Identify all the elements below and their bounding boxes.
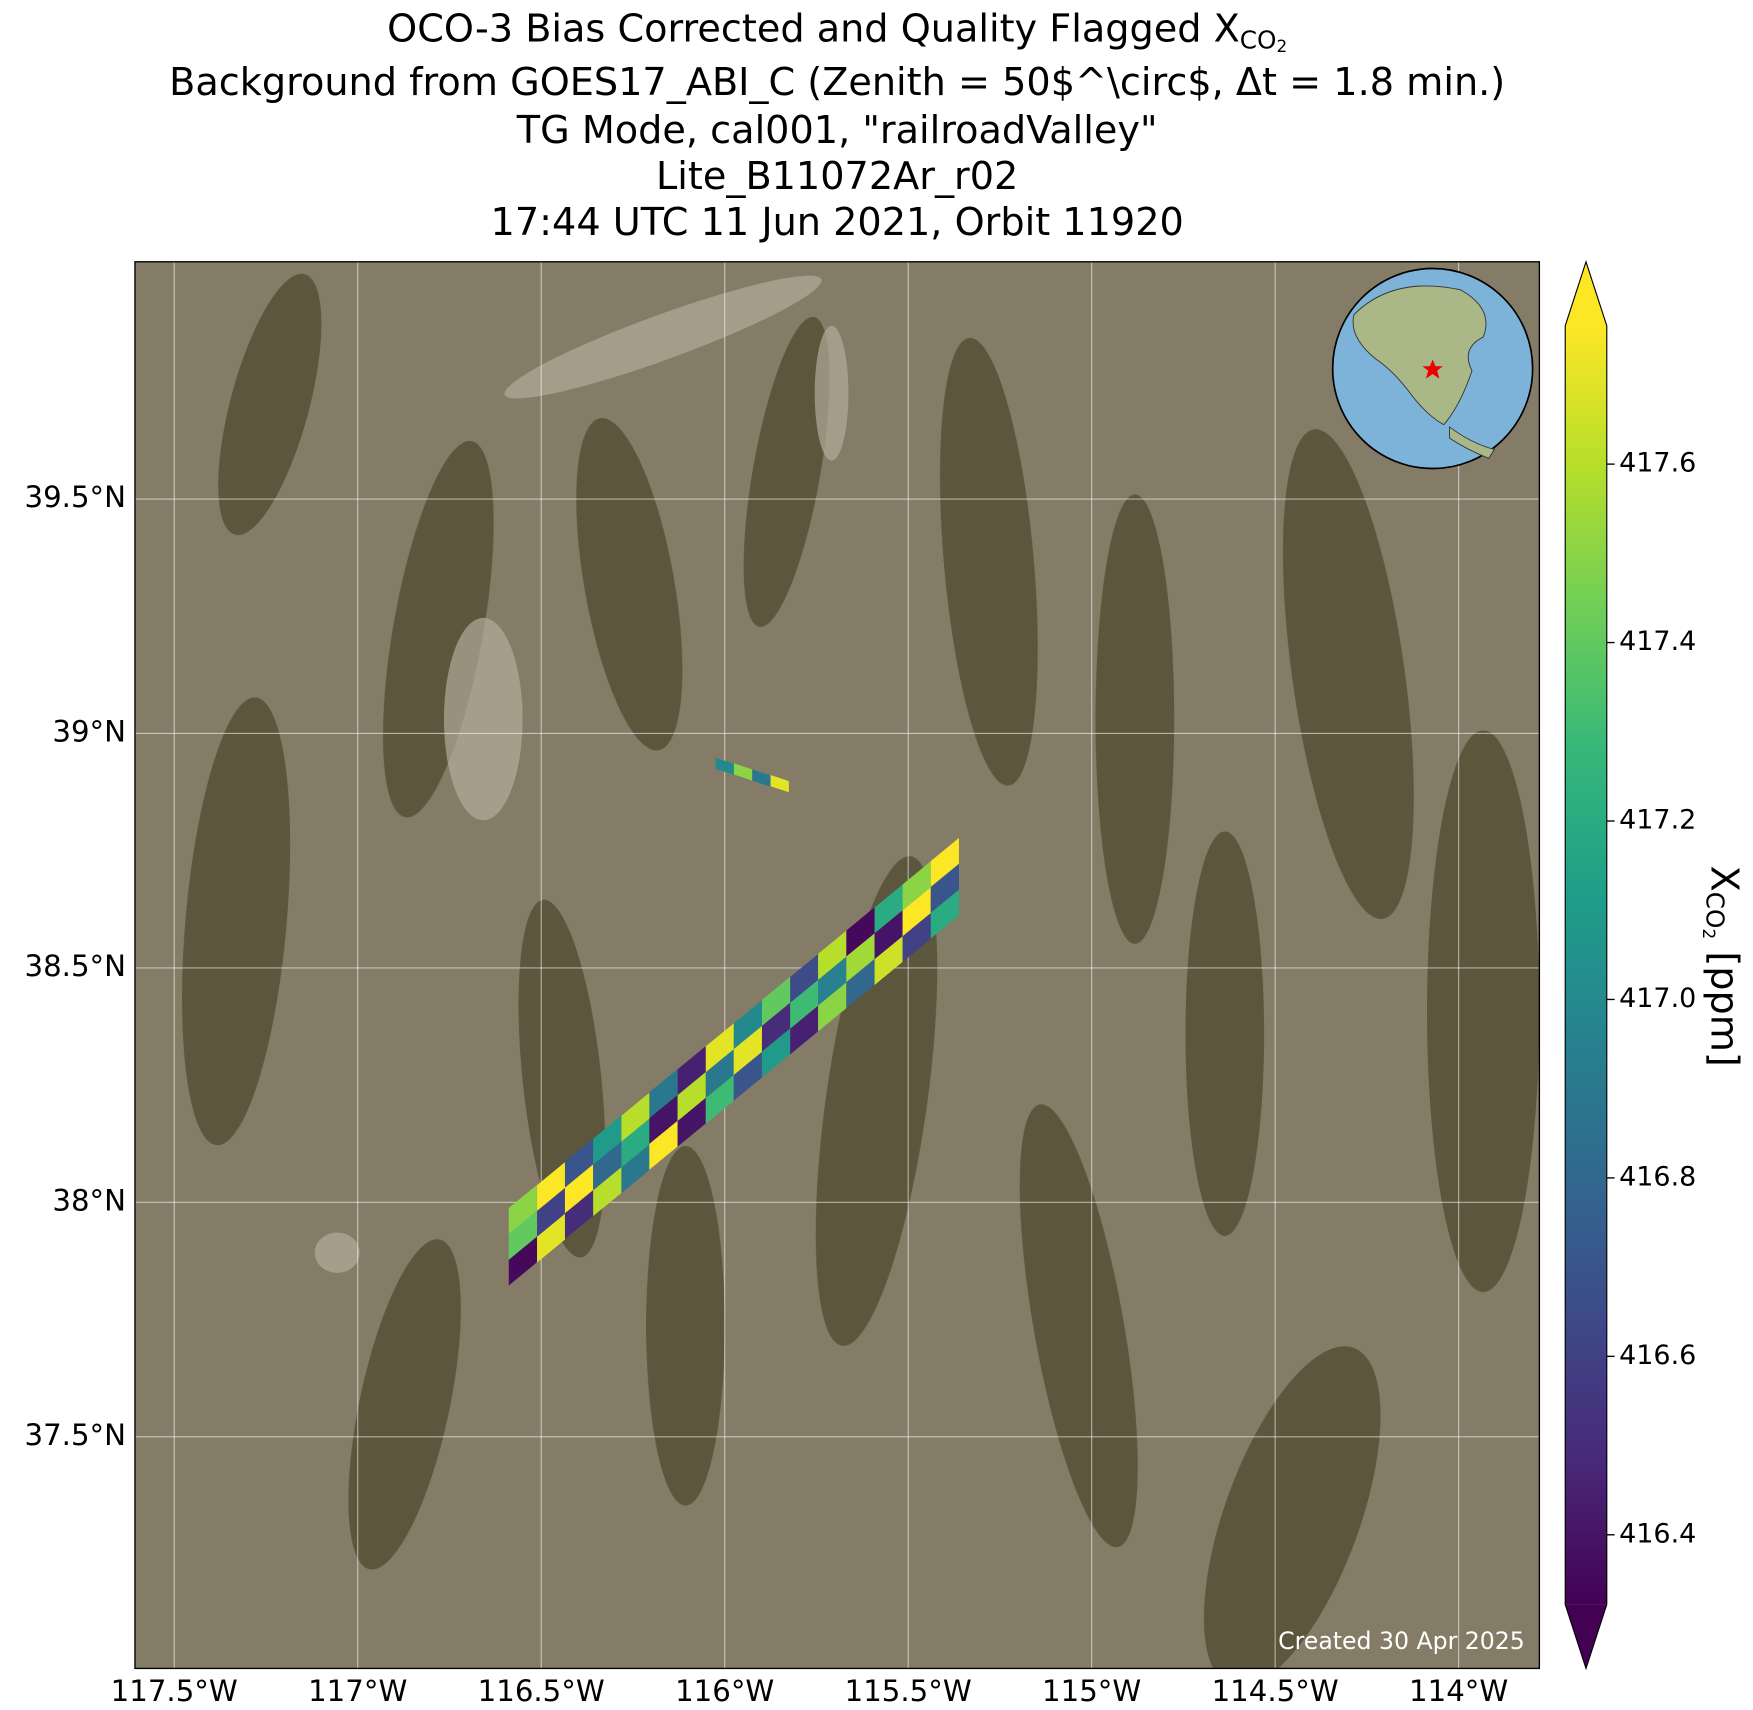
sounding (677, 1071, 706, 1121)
sounding (621, 1092, 650, 1142)
colorbar-tick-label: 417.0 (1619, 983, 1696, 1014)
sounding (818, 930, 847, 980)
sounding (770, 775, 789, 793)
subtitle: Background from GOES17_ABI_C (Zenith = 5… (169, 61, 1505, 105)
sounding (818, 982, 847, 1032)
sounding (790, 953, 819, 1003)
sounding (790, 979, 819, 1029)
sounding (649, 1069, 678, 1119)
sounding (762, 1002, 791, 1052)
y-tick-label: 37.5°N (25, 1418, 126, 1452)
colorbar-extend-max (1565, 261, 1607, 326)
sounding (564, 1138, 594, 1188)
background-imagery (134, 261, 1540, 1669)
colorbar: 416.4 416.6 416.8 417.0 417.2 417.4 417.6 (1564, 259, 1696, 1671)
sounding (677, 1097, 706, 1147)
sounding (733, 1051, 762, 1101)
sounding (790, 1005, 819, 1055)
sounding (593, 1115, 622, 1165)
sounding (508, 1236, 537, 1286)
subtitle: TG Mode, cal001, "railroadValley" (516, 109, 1158, 153)
colorbar-tick-label: 417.4 (1619, 626, 1696, 657)
chart-title: OCO-3 Bias Corrected and Quality Flagged… (387, 7, 1287, 56)
x-tick-label: 117°W (308, 1674, 407, 1708)
sounding (677, 1046, 706, 1096)
colorbar-label: XCO2 [ppm] (1699, 866, 1746, 1067)
y-tick-label: 39°N (52, 714, 126, 748)
sounding (621, 1144, 650, 1194)
colorbar-tick-label: 416.4 (1619, 1518, 1696, 1549)
y-tick-label: 38.5°N (25, 949, 126, 983)
swath (508, 757, 959, 1286)
sounding (818, 956, 847, 1006)
sounding (705, 1074, 735, 1124)
sounding (621, 1118, 650, 1168)
globe-inset (1331, 267, 1534, 470)
sounding (930, 889, 959, 939)
sounding (902, 887, 931, 937)
sounding (762, 976, 791, 1026)
sounding (705, 1023, 735, 1073)
sounding (874, 884, 903, 934)
x-tick-label: 114°W (1409, 1674, 1508, 1708)
sounding (705, 1048, 735, 1098)
subtitle: 17:44 UTC 11 Jun 2021, Orbit 11920 (491, 201, 1184, 245)
sounding (846, 958, 875, 1008)
sounding (537, 1161, 566, 1211)
x-tick-label: 117.5°W (111, 1674, 238, 1708)
x-tick-label: 116.5°W (478, 1674, 605, 1708)
y-tick-label: 38°N (52, 1183, 126, 1217)
colorbar-tick-label: 416.8 (1619, 1161, 1696, 1192)
sounding (902, 912, 931, 962)
map-frame (134, 261, 1541, 1670)
sounding (649, 1120, 678, 1170)
sounding (762, 1028, 791, 1078)
annotation: Created 30 Apr 2025 (1278, 1627, 1525, 1655)
sounding (733, 1000, 762, 1050)
sounding (930, 863, 959, 913)
sounding (733, 1025, 762, 1075)
x-tick-label: 115.5°W (845, 1674, 972, 1708)
y-tick-label: 39.5°N (25, 480, 126, 514)
colorbar-body (1565, 325, 1607, 1605)
sounding (902, 861, 931, 911)
sounding (752, 769, 771, 787)
sounding (733, 763, 753, 781)
subtitle: Lite_B11072Ar_r02 (656, 155, 1018, 199)
colorbar-tick-label: 416.6 (1619, 1340, 1696, 1371)
sounding (537, 1187, 566, 1237)
colorbar-tick-label: 417.2 (1619, 805, 1696, 836)
sounding (593, 1141, 622, 1191)
sounding (508, 1184, 537, 1234)
colorbar-tick-label: 417.6 (1619, 448, 1696, 479)
x-tick-label: 116°W (675, 1674, 774, 1708)
sounding (564, 1164, 594, 1214)
sounding (508, 1210, 537, 1260)
sounding (874, 910, 903, 960)
sounding (846, 907, 875, 957)
sounding (649, 1094, 678, 1144)
x-tick-label: 114.5°W (1212, 1674, 1339, 1708)
colorbar-extend-min (1565, 1604, 1607, 1669)
sounding (715, 757, 734, 776)
sounding (874, 935, 903, 985)
x-tick-label: 115°W (1042, 1674, 1141, 1708)
sounding (537, 1213, 566, 1263)
sounding (564, 1190, 594, 1240)
sounding (846, 933, 875, 983)
colorbar-outline (1564, 259, 1608, 1671)
sounding (930, 837, 959, 887)
sounding (593, 1167, 622, 1217)
